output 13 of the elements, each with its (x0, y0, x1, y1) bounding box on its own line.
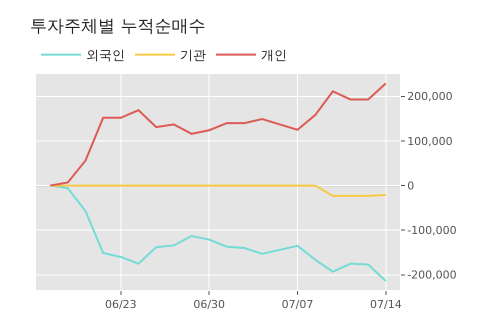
y-tick-label: 100,000 (407, 134, 453, 148)
x-tick-label: 06/23 (104, 298, 137, 312)
x-tick-label: 06/30 (193, 298, 226, 312)
y-tick-label: -100,000 (407, 224, 457, 238)
x-tick-label: 07/07 (282, 298, 314, 312)
legend-label: 개인 (261, 48, 287, 64)
y-tick-label: 200,000 (407, 90, 453, 104)
x-tick-label: 07/14 (370, 298, 402, 312)
legend-label: 기관 (180, 48, 206, 64)
legend-label: 외국인 (86, 48, 125, 64)
y-tick-label: -200,000 (407, 268, 457, 282)
chart-title: 투자주체별 누적순매수 (30, 16, 206, 36)
y-tick-label: 0 (407, 179, 414, 192)
